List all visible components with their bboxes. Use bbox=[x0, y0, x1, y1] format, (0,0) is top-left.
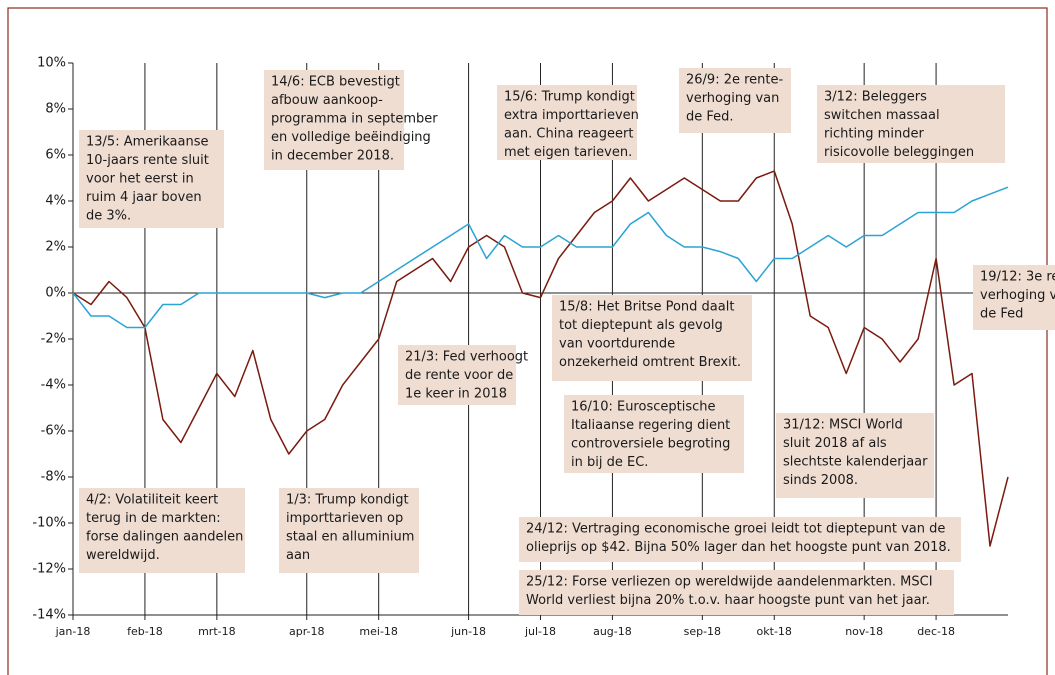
annotation-text: aan. China reageert bbox=[504, 127, 633, 142]
annotation-text: richting minder bbox=[824, 127, 924, 142]
annotation-box bbox=[776, 413, 934, 498]
annotations: 13/5: Amerikaanse 10-jaars rente sluit voo… bbox=[79, 68, 1055, 615]
annotation-text: de rente voor de bbox=[405, 368, 513, 383]
annotation-text: 10-jaars rente sluit bbox=[86, 153, 209, 168]
annotation-text: 24/12: Vertraging economische groei leid… bbox=[526, 522, 945, 537]
lines bbox=[72, 170, 1009, 547]
annotation-text: en volledige beëindiging bbox=[271, 130, 431, 145]
annotation-text: verhoging van bbox=[686, 91, 779, 106]
annotation-text: 31/12: MSCI World bbox=[783, 418, 903, 433]
annotation-text: 4/2: Volatiliteit keert bbox=[86, 493, 218, 508]
x-tick-label: jan-18 bbox=[55, 625, 91, 638]
x-tick-label: okt-18 bbox=[757, 625, 792, 638]
annotation-text: slechtste kalenderjaar bbox=[783, 455, 928, 470]
annotation-text: 3/12: Beleggers bbox=[824, 90, 927, 105]
y-tick-label: 10% bbox=[37, 56, 66, 71]
annotation-text: onzekerheid omtrent Brexit. bbox=[559, 355, 741, 370]
annotation-text: 26/9: 2e rente- bbox=[686, 73, 783, 88]
annotation-text: van voortdurende bbox=[559, 337, 675, 352]
annotation-text: terug in de markten: bbox=[86, 511, 221, 526]
annotation-text: 25/12: Forse verliezen op wereldwijde aa… bbox=[526, 575, 933, 590]
annotation-text: olieprijs op $42. Bijna 50% lager dan he… bbox=[526, 540, 951, 555]
annotation-text: staal en alluminium bbox=[286, 530, 414, 545]
annotation-text: 19/12: 3e rente bbox=[980, 270, 1055, 285]
y-tick-label: 2% bbox=[45, 240, 66, 255]
y-tick-label: 8% bbox=[45, 102, 66, 117]
annotation-text: extra importtarieven bbox=[504, 108, 639, 123]
annotation-text: World verliest bijna 20% t.o.v. haar hoo… bbox=[526, 593, 930, 608]
annotation-text: 14/6: ECB bevestigt bbox=[271, 75, 400, 90]
y-tick-label: -4% bbox=[41, 378, 66, 393]
frame bbox=[7, 7, 1048, 675]
annotation-text: sluit 2018 af als bbox=[783, 436, 887, 451]
x-tick-label: sep-18 bbox=[684, 625, 721, 638]
y-tick-label: -14% bbox=[32, 608, 66, 623]
y-tick-label: 6% bbox=[45, 148, 66, 163]
x-tick-label: apr-18 bbox=[289, 625, 325, 638]
annotation-box bbox=[552, 295, 752, 381]
x-tick-label: aug-18 bbox=[593, 625, 632, 638]
x-tick-label: jun-18 bbox=[450, 625, 486, 638]
y-tick-label: -2% bbox=[41, 332, 66, 347]
annotation-box bbox=[519, 570, 954, 615]
y-tick-label: 4% bbox=[45, 194, 66, 209]
x-tick-label: feb-18 bbox=[127, 625, 163, 638]
y-tick-label: 0% bbox=[45, 286, 66, 301]
annotation-text: sinds 2008. bbox=[783, 473, 858, 488]
annotation-box bbox=[817, 85, 1005, 163]
annotation-text: 1/3: Trump kondigt bbox=[286, 493, 409, 508]
annotation-text: wereldwijd. bbox=[86, 548, 160, 563]
annotation-text: 21/3: Fed verhoogt bbox=[405, 350, 528, 365]
annotation-text: forse dalingen aandelen bbox=[86, 530, 243, 545]
annotation-text: de 3%. bbox=[86, 209, 131, 224]
annotation-text: voor het eerst in bbox=[86, 172, 194, 187]
y-tick-label: -6% bbox=[41, 424, 66, 439]
annotation-box bbox=[279, 488, 419, 573]
annotation-text: de Fed bbox=[980, 307, 1023, 322]
annotation-text: de Fed. bbox=[686, 110, 734, 125]
annotation-box bbox=[519, 517, 961, 562]
annotation-text: ruim 4 jaar boven bbox=[86, 190, 202, 205]
annotation-text: 15/8: Het Britse Pond daalt bbox=[559, 300, 734, 315]
annotation-box bbox=[264, 70, 404, 170]
annotation-text: aan bbox=[286, 548, 310, 563]
annotation-box bbox=[679, 68, 791, 133]
annotation-box bbox=[564, 395, 744, 473]
series-line bbox=[72, 186, 1009, 329]
annotation-text: 15/6: Trump kondigt bbox=[504, 90, 635, 105]
x-tick-label: jul-18 bbox=[524, 625, 556, 638]
annotation-box bbox=[398, 345, 516, 405]
annotation-text: importtarieven op bbox=[286, 511, 403, 526]
annotation-text: switchen massaal bbox=[824, 108, 940, 123]
annotation-text: tot dieptepunt als gevolg bbox=[559, 318, 723, 333]
y-tick-label: -8% bbox=[41, 470, 66, 485]
annotation-box bbox=[973, 265, 1055, 330]
x-tick-label: mrt-18 bbox=[198, 625, 236, 638]
annotation-text: in december 2018. bbox=[271, 149, 394, 164]
x-tick-label: nov-18 bbox=[845, 625, 883, 638]
annotation-text: in bij de EC. bbox=[571, 455, 648, 470]
annotation-text: programma in september bbox=[271, 112, 438, 127]
annotation-text: afbouw aankoop- bbox=[271, 93, 383, 108]
annotation-box bbox=[79, 130, 224, 228]
annotation-box bbox=[79, 488, 245, 573]
x-tick-label: mei-18 bbox=[359, 625, 398, 638]
series-line bbox=[72, 170, 1009, 547]
annotation-text: Italiaanse regering dient bbox=[571, 418, 730, 433]
annotation-text: 13/5: Amerikaanse bbox=[86, 135, 208, 150]
annotation-box bbox=[497, 85, 637, 160]
y-tick-label: -12% bbox=[32, 562, 66, 577]
annotation-text: 1e keer in 2018 bbox=[405, 387, 507, 402]
annotation-text: met eigen tarieven. bbox=[504, 145, 632, 160]
y-tick-label: -10% bbox=[32, 516, 66, 531]
annotation-text: 16/10: Eurosceptische bbox=[571, 400, 715, 415]
annotation-text: risicovolle beleggingen bbox=[824, 145, 974, 160]
annotation-text: controversiele begroting bbox=[571, 437, 730, 452]
x-tick-label: dec-18 bbox=[917, 625, 955, 638]
annotation-text: verhoging van bbox=[980, 288, 1055, 303]
